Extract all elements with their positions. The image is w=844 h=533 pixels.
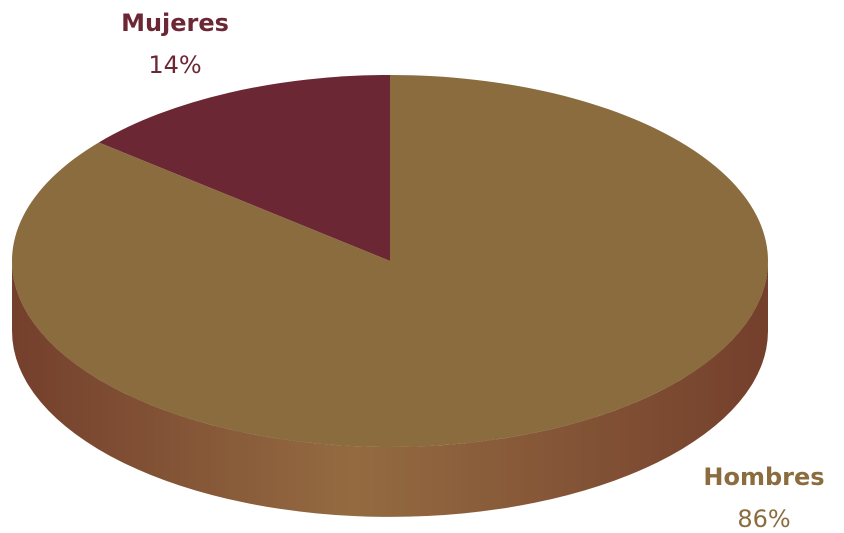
slice-label-hombres: Hombres xyxy=(703,463,825,491)
slice-value-mujeres: 14% xyxy=(148,51,202,79)
slice-value-hombres: 86% xyxy=(737,505,791,533)
slice-hombres xyxy=(11,75,768,447)
slice-label-mujeres: Mujeres xyxy=(121,9,229,37)
slice-side-hombres xyxy=(12,261,768,517)
slice-mujeres xyxy=(98,75,390,261)
